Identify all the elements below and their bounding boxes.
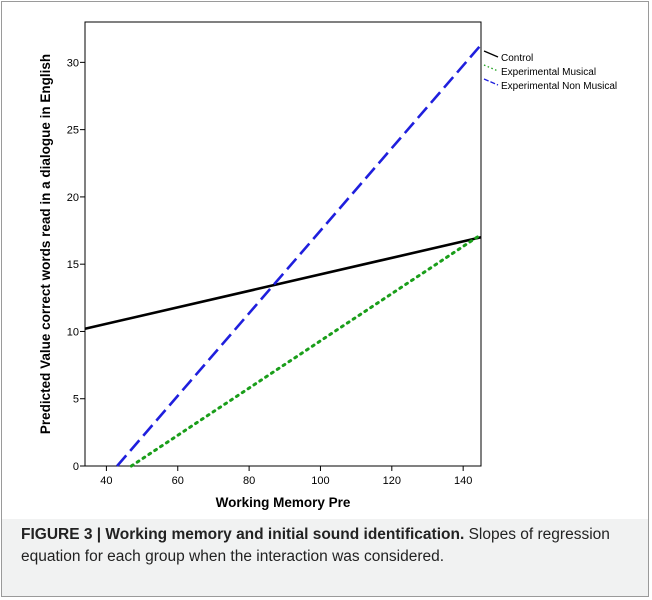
y-tick-label: 10 [67,326,79,338]
chart: 0 5 10 15 20 25 30 40 60 80 100 120 140 Control Expe… [38,21,617,510]
legend-label: Control [501,53,533,64]
caption-text: Slopes of regression equation for each g… [21,526,610,565]
series-layer [84,44,483,468]
legend-label: Experimental Non Musical [501,81,617,92]
y-axis-title: Predicted Value correct words read in a … [38,54,53,434]
x-tick-label: 80 [243,475,255,487]
x-tick-label: 120 [383,475,401,487]
series-line-control [84,236,482,331]
y-tick-label: 25 [67,125,79,137]
series-line-experimental-musical [129,233,483,468]
x-tick-label: 40 [100,475,112,487]
legend-marker [483,64,499,72]
y-tick-label: 15 [67,259,79,271]
legend-label: Experimental Musical [501,67,596,78]
y-tick-label: 20 [67,192,79,204]
x-axis-title: Working Memory Pre [216,495,351,510]
legend-marker [483,78,499,86]
x-tick-label: 100 [311,475,329,487]
caption-background [2,519,648,596]
y-tick-label: 0 [73,461,79,473]
series-line-experimental-non-musical [116,44,482,467]
x-tick-label: 140 [454,475,472,487]
figure-caption: FIGURE 3 | Working memory and initial so… [21,524,631,568]
legend: Control Experimental Musical Experimental … [483,50,617,92]
y-tick-label: 5 [73,394,79,406]
caption-label: FIGURE 3 | Working memory and initial so… [21,526,465,543]
y-tick-label: 30 [67,57,79,69]
legend-marker [483,50,499,58]
x-tick-label: 60 [172,475,184,487]
plot-area [84,21,482,467]
y-axis: 0 5 10 15 20 25 30 [67,57,85,473]
x-axis: 40 60 80 100 120 140 [100,466,472,487]
